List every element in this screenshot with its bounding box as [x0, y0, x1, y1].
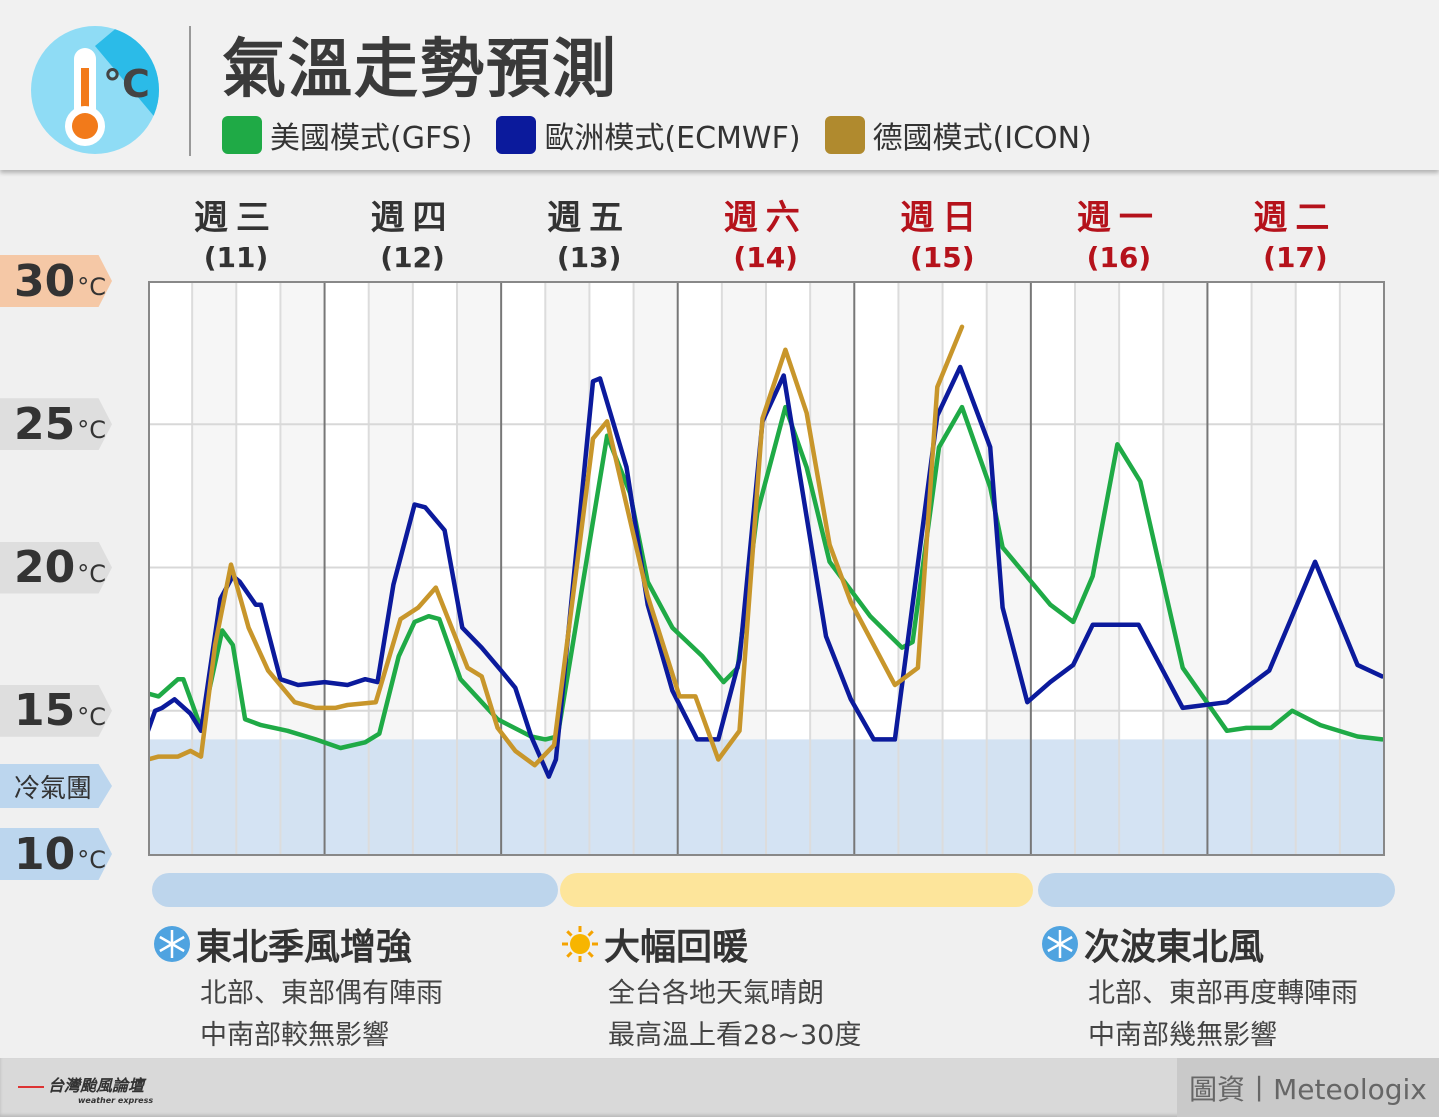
day-header: 週五 (13) [501, 190, 677, 274]
header: °C 氣溫走勢預測 美國模式(GFS) 歐洲模式(ECMWF) 德國模式(ICO… [0, 0, 1439, 170]
period-description: 東北季風增強北部、東部偶有陣雨 中南部較無影響 [152, 918, 443, 1054]
weekday-label: 週二 [1253, 198, 1338, 238]
weekday-label: 週六 [723, 198, 808, 238]
cold-air-tag: 冷氣團 [0, 764, 112, 808]
day-header: 週四 (12) [325, 190, 501, 274]
weekday-label: 週一 [1076, 198, 1161, 238]
date-label: (16) [1086, 241, 1152, 274]
day-header: 週六 (14) [678, 190, 854, 274]
series-line-icon [148, 324, 965, 768]
period-bar [152, 873, 558, 907]
series-line-gfs [148, 404, 1385, 751]
period-detail: 中南部較無影響 [200, 1020, 389, 1051]
legend-item-icon: 德國模式(ICON) [824, 113, 1092, 157]
sun-icon [562, 926, 598, 962]
date-label: (17) [1263, 241, 1328, 274]
date-label: (13) [556, 241, 622, 274]
period-detail: 中南部幾無影響 [1088, 1020, 1277, 1051]
period-title: 東北季風增強 [196, 927, 413, 968]
day-header: 週二 (17) [1207, 190, 1383, 274]
period-detail: 最高溫上看28~30度 [608, 1020, 862, 1051]
page-title: 氣溫走勢預測 [222, 33, 618, 107]
weekday-label: 週四 [370, 198, 455, 238]
snowflake-icon [154, 926, 190, 962]
period-detail: 北部、東部再度轉陣雨 [1088, 978, 1358, 1009]
period-description: 次波東北風北部、東部再度轉陣雨 中南部幾無影響 [1040, 918, 1358, 1054]
weekday-label: 週五 [547, 198, 632, 238]
brand-logo: 台灣颱風論壇 weather express [18, 1072, 153, 1105]
y-tick-label: 20 °C [0, 541, 112, 594]
legend: 美國模式(GFS) 歐洲模式(ECMWF) 德國模式(ICON) [222, 113, 1116, 157]
thermometer-celsius-icon: °C [31, 26, 159, 154]
day-header: 週三 (11) [148, 190, 324, 274]
date-label: (12) [380, 241, 445, 274]
y-tick-label: 10 °C [0, 828, 112, 880]
legend-item-gfs: 美國模式(GFS) [222, 113, 472, 157]
period-bar [560, 873, 1033, 907]
temperature-chart [148, 281, 1385, 856]
footer: 台灣颱風論壇 weather express 圖資丨Meteologix [0, 1058, 1439, 1117]
date-label: (15) [910, 241, 975, 274]
y-tick-label: 25 °C [0, 398, 112, 451]
day-header: 週一 (16) [1031, 190, 1207, 274]
day-header: 週日 (15) [854, 190, 1030, 274]
legend-swatch [496, 116, 537, 154]
legend-swatch [222, 116, 262, 154]
period-title: 大幅回暖 [604, 927, 749, 968]
period-description: 大幅回暖全台各地天氣晴朗最高溫上看28~30度 [560, 918, 861, 1054]
period-title: 次波東北風 [1084, 927, 1265, 968]
series-line-ecmwf [148, 364, 1385, 779]
date-label: (11) [203, 241, 269, 274]
date-label: (14) [733, 241, 798, 274]
plot-border [148, 281, 1385, 856]
snowflake-icon [1042, 926, 1078, 962]
divider [189, 26, 191, 156]
weekday-label: 週日 [900, 198, 985, 238]
weekday-label: 週三 [194, 198, 278, 238]
legend-label: 美國模式(GFS) [270, 121, 473, 156]
legend-swatch [824, 116, 865, 154]
period-bar [1038, 873, 1395, 907]
period-detail: 全台各地天氣晴朗 [608, 978, 824, 1009]
legend-label: 德國模式(ICON) [872, 121, 1092, 156]
legend-label: 歐洲模式(ECMWF) [544, 121, 801, 156]
y-tick-label: 30 °C [0, 255, 112, 307]
legend-item-ecmwf: 歐洲模式(ECMWF) [496, 113, 801, 157]
credit: 圖資丨Meteologix [1177, 1058, 1439, 1117]
y-tick-label: 15 °C [0, 684, 112, 737]
period-detail: 北部、東部偶有陣雨 [200, 978, 443, 1009]
